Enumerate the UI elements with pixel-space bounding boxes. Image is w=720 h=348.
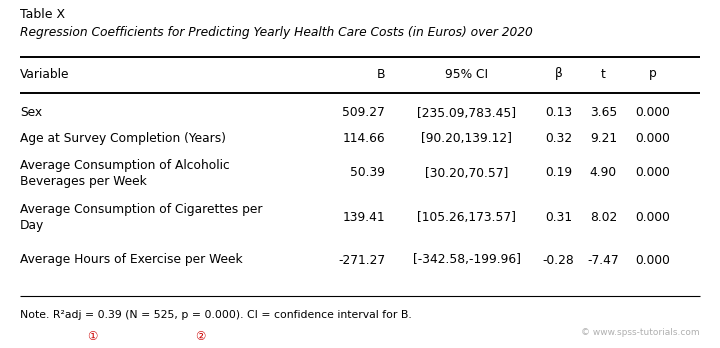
Text: 114.66: 114.66 [343,133,385,145]
Text: Sex: Sex [20,106,42,119]
Text: 0.31: 0.31 [545,211,572,223]
Text: Age at Survey Completion (Years): Age at Survey Completion (Years) [20,133,226,145]
Text: Regression Coefficients for Predicting Yearly Health Care Costs (in Euros) over : Regression Coefficients for Predicting Y… [20,26,533,39]
Text: β: β [555,68,562,80]
Text: [235.09,783.45]: [235.09,783.45] [417,106,516,119]
Text: 4.90: 4.90 [590,166,617,180]
Text: [105.26,173.57]: [105.26,173.57] [417,211,516,223]
Text: 0.19: 0.19 [545,166,572,180]
Text: Table X: Table X [20,8,66,21]
Text: [-342.58,-199.96]: [-342.58,-199.96] [413,253,521,267]
Text: 0.000: 0.000 [635,211,670,223]
Text: 50.39: 50.39 [350,166,385,180]
Text: 0.000: 0.000 [635,133,670,145]
Text: -0.28: -0.28 [543,253,575,267]
Text: 3.65: 3.65 [590,106,617,119]
Text: 0.32: 0.32 [545,133,572,145]
Text: ②: ② [195,330,205,342]
Text: 95% CI: 95% CI [445,68,488,80]
Text: Average Consumption of Alcoholic
Beverages per Week: Average Consumption of Alcoholic Beverag… [20,158,230,188]
Text: 8.02: 8.02 [590,211,617,223]
Text: B: B [377,68,385,80]
Text: 9.21: 9.21 [590,133,617,145]
Text: © www.spss-tutorials.com: © www.spss-tutorials.com [581,328,700,337]
Text: Note. R²adj = 0.39 (N = 525, p = 0.000). CI = confidence interval for B.: Note. R²adj = 0.39 (N = 525, p = 0.000).… [20,310,412,320]
Text: -7.47: -7.47 [588,253,619,267]
Text: 0.13: 0.13 [545,106,572,119]
Text: 0.000: 0.000 [635,166,670,180]
Text: -271.27: -271.27 [338,253,385,267]
Text: Variable: Variable [20,68,70,80]
Text: 0.000: 0.000 [635,106,670,119]
Text: Average Consumption of Cigarettes per
Day: Average Consumption of Cigarettes per Da… [20,203,263,231]
Text: [30.20,70.57]: [30.20,70.57] [425,166,508,180]
Text: 139.41: 139.41 [343,211,385,223]
Text: 0.000: 0.000 [635,253,670,267]
Text: ①: ① [87,330,97,342]
Text: t: t [601,68,606,80]
Text: Average Hours of Exercise per Week: Average Hours of Exercise per Week [20,253,243,267]
Text: [90.20,139.12]: [90.20,139.12] [421,133,512,145]
Text: 509.27: 509.27 [343,106,385,119]
Text: p: p [649,68,656,80]
